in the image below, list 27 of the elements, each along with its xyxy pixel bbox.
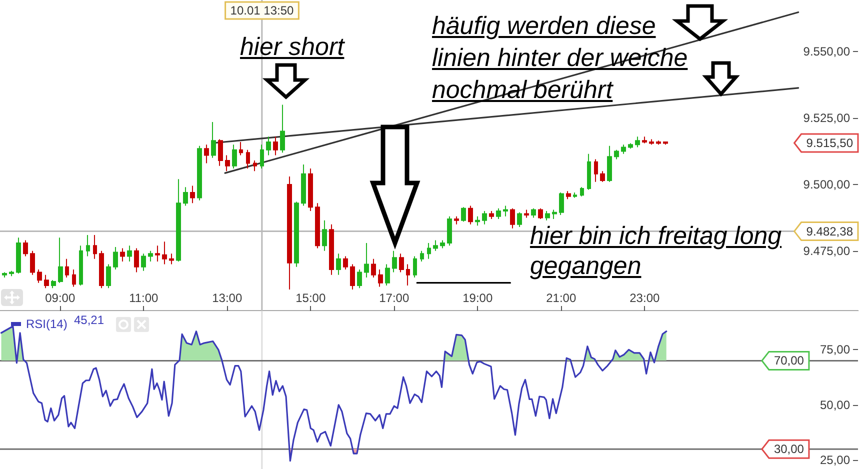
annotation: 9.515,50 (806, 136, 854, 150)
x-tick-label: 09:00 (45, 291, 76, 305)
annotation: nochmal berührt (432, 76, 613, 104)
x-tick-label: 11:00 (129, 291, 159, 305)
y-tick-label: 25,00 (820, 453, 850, 468)
annotation: 45,21 (74, 313, 104, 327)
y-tick-label: 9.475,00 (803, 244, 850, 258)
x-tick-label: 23:00 (630, 291, 660, 305)
y-tick-label: 9.500,00 (803, 177, 850, 192)
y-tick-label: 9.525,00 (803, 111, 850, 126)
y-tick-label: 9.550,00 (803, 44, 850, 59)
x-tick-label: 19:00 (462, 291, 493, 305)
x-tick-label: 17:00 (379, 291, 410, 305)
annotation: gegangen (530, 252, 642, 280)
annotation: hier bin ich freitag long (530, 222, 782, 250)
y-tick-label: 50,00 (820, 398, 850, 412)
x-tick-label: 21:00 (546, 291, 576, 305)
y-tick-label: 75,00 (820, 342, 850, 357)
annotation: 10.01 13:50 (230, 4, 294, 18)
annotation: hier short (240, 33, 344, 61)
ref-line-label: 9.482,38 (806, 224, 854, 238)
ref-line-label: 70,00 (774, 354, 804, 368)
x-tick-label: 15:00 (296, 291, 326, 305)
x-tick-label: 13:00 (212, 291, 242, 305)
annotation: häufig werden diese (432, 12, 656, 40)
legend-label: RSI(14) (26, 317, 68, 331)
ref-line-label: 30,00 (774, 442, 804, 456)
